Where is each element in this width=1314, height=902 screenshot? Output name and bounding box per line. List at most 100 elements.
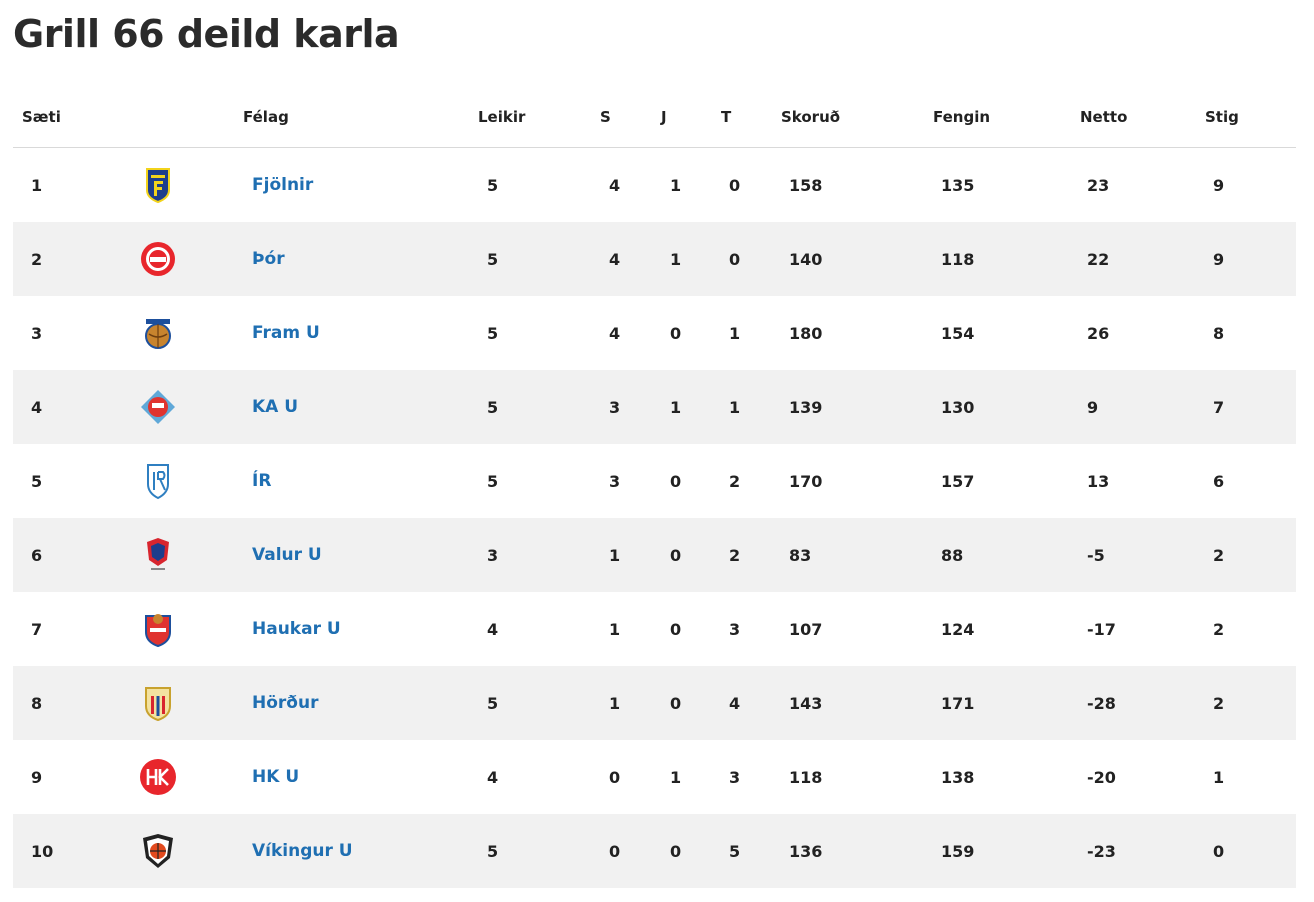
losses-cell: 0 <box>729 250 741 269</box>
position-cell: 2 <box>31 250 43 269</box>
losses-cell: 1 <box>729 324 741 343</box>
net-cell: -28 <box>1087 694 1116 713</box>
games-cell: 3 <box>487 546 499 565</box>
team-link[interactable]: ÍR <box>252 471 272 491</box>
table-row: 3 Fram U 5 4 0 1 180 154 26 8 <box>13 296 1296 370</box>
haukar-crest-icon <box>139 610 177 648</box>
net-cell: 22 <box>1087 250 1110 269</box>
wins-cell: 3 <box>609 472 621 491</box>
points-cell: 8 <box>1213 324 1225 343</box>
scored-cell: 107 <box>789 620 823 639</box>
hk-crest-icon <box>139 758 177 796</box>
conceded-cell: 135 <box>941 176 975 195</box>
scored-cell: 170 <box>789 472 823 491</box>
games-cell: 5 <box>487 324 499 343</box>
net-cell: 9 <box>1087 398 1099 417</box>
wins-cell: 1 <box>609 694 621 713</box>
conceded-cell: 157 <box>941 472 975 491</box>
position-cell: 7 <box>31 620 43 639</box>
position-cell: 1 <box>31 176 43 195</box>
table-row: 5 ÍR 5 3 0 2 170 157 13 6 <box>13 444 1296 518</box>
valur-crest-icon <box>139 536 177 574</box>
net-cell: -5 <box>1087 546 1105 565</box>
header-points[interactable]: Stig <box>1205 108 1239 126</box>
table-row: 2 Þór 5 4 1 0 140 118 22 9 <box>13 222 1296 296</box>
wins-cell: 0 <box>609 768 621 787</box>
games-cell: 4 <box>487 768 499 787</box>
team-link[interactable]: Fjölnir <box>252 175 314 195</box>
header-position[interactable]: Sæti <box>22 108 61 126</box>
position-cell: 10 <box>31 842 54 861</box>
header-conceded[interactable]: Fengin <box>933 108 991 126</box>
ka-crest-icon <box>139 388 177 426</box>
scored-cell: 158 <box>789 176 823 195</box>
net-cell: 26 <box>1087 324 1110 343</box>
points-cell: 7 <box>1213 398 1225 417</box>
team-link[interactable]: Þór <box>252 249 285 269</box>
team-link[interactable]: Hörður <box>252 693 319 713</box>
team-link[interactable]: Haukar U <box>252 619 341 639</box>
losses-cell: 5 <box>729 842 741 861</box>
header-draws[interactable]: J <box>661 108 667 126</box>
conceded-cell: 138 <box>941 768 975 787</box>
draws-cell: 1 <box>670 768 682 787</box>
conceded-cell: 159 <box>941 842 975 861</box>
wins-cell: 0 <box>609 842 621 861</box>
header-club[interactable]: Félag <box>243 108 289 126</box>
hordur-crest-icon <box>139 684 177 722</box>
scored-cell: 140 <box>789 250 823 269</box>
games-cell: 5 <box>487 250 499 269</box>
team-link[interactable]: KA U <box>252 397 299 417</box>
header-games[interactable]: Leikir <box>478 108 526 126</box>
draws-cell: 0 <box>670 620 682 639</box>
draws-cell: 0 <box>670 842 682 861</box>
header-wins[interactable]: S <box>600 108 611 126</box>
fram-crest-icon <box>139 314 177 352</box>
wins-cell: 1 <box>609 546 621 565</box>
games-cell: 5 <box>487 694 499 713</box>
points-cell: 6 <box>1213 472 1225 491</box>
position-cell: 4 <box>31 398 43 417</box>
games-cell: 5 <box>487 398 499 417</box>
net-cell: 13 <box>1087 472 1110 491</box>
table-header: Sæti Félag Leikir S J T Skoruð Fengin Ne… <box>13 86 1296 148</box>
draws-cell: 0 <box>670 472 682 491</box>
losses-cell: 1 <box>729 398 741 417</box>
draws-cell: 0 <box>670 546 682 565</box>
net-cell: -23 <box>1087 842 1116 861</box>
net-cell: 23 <box>1087 176 1110 195</box>
fjolnir-crest-icon <box>139 166 177 204</box>
scored-cell: 180 <box>789 324 823 343</box>
position-cell: 9 <box>31 768 43 787</box>
net-cell: -17 <box>1087 620 1116 639</box>
thor-crest-icon <box>139 240 177 278</box>
table-row: 4 KA U 5 3 1 1 139 130 9 7 <box>13 370 1296 444</box>
table-row: 9 HK U 4 0 1 3 118 138 -20 1 <box>13 740 1296 814</box>
draws-cell: 1 <box>670 176 682 195</box>
header-scored[interactable]: Skoruð <box>781 108 841 126</box>
wins-cell: 1 <box>609 620 621 639</box>
team-link[interactable]: Fram U <box>252 323 320 343</box>
losses-cell: 3 <box>729 620 741 639</box>
team-link[interactable]: Valur U <box>252 545 322 565</box>
position-cell: 6 <box>31 546 43 565</box>
losses-cell: 2 <box>729 472 741 491</box>
scored-cell: 83 <box>789 546 812 565</box>
header-losses[interactable]: T <box>721 108 732 126</box>
scored-cell: 136 <box>789 842 823 861</box>
wins-cell: 4 <box>609 250 621 269</box>
header-net[interactable]: Netto <box>1080 108 1128 126</box>
table-row: 6 Valur U 3 1 0 2 83 88 -5 2 <box>13 518 1296 592</box>
table-row: 7 Haukar U 4 1 0 3 107 124 -17 2 <box>13 592 1296 666</box>
team-link[interactable]: Víkingur U <box>252 841 353 861</box>
scored-cell: 139 <box>789 398 823 417</box>
wins-cell: 4 <box>609 324 621 343</box>
net-cell: -20 <box>1087 768 1116 787</box>
position-cell: 5 <box>31 472 43 491</box>
points-cell: 0 <box>1213 842 1225 861</box>
games-cell: 4 <box>487 620 499 639</box>
wins-cell: 4 <box>609 176 621 195</box>
losses-cell: 3 <box>729 768 741 787</box>
team-link[interactable]: HK U <box>252 767 300 787</box>
conceded-cell: 124 <box>941 620 975 639</box>
